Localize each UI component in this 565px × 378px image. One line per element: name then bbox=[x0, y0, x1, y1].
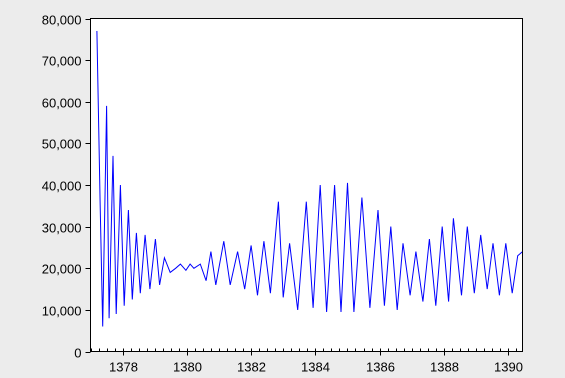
y-axis: 0 10,000 20,000 30,000 40,000 50,000 60,000 70,… bbox=[42, 13, 91, 361]
x-tick-label: 1390 bbox=[494, 360, 523, 375]
x-axis: 1378 1380 1382 1384 1386 1388 1390 bbox=[91, 348, 523, 375]
y-tick-label: 40,000 bbox=[42, 179, 82, 194]
x-tick-label: 1380 bbox=[173, 360, 202, 375]
y-tick-label: 50,000 bbox=[42, 137, 82, 152]
y-tick-label: 80,000 bbox=[42, 13, 82, 28]
x-tick-label: 1384 bbox=[301, 360, 330, 375]
y-tick-label: 20,000 bbox=[42, 262, 82, 277]
y-tick-label: 60,000 bbox=[42, 96, 82, 111]
data-series-line bbox=[96, 30, 523, 327]
y-tick-label: 0 bbox=[74, 346, 81, 361]
y-tick-label: 30,000 bbox=[42, 221, 82, 236]
x-tick-label: 1388 bbox=[430, 360, 459, 375]
plot-background bbox=[90, 18, 523, 352]
y-tick-label: 10,000 bbox=[42, 304, 82, 319]
x-tick-label: 1386 bbox=[366, 360, 395, 375]
x-tick-label: 1382 bbox=[237, 360, 266, 375]
y-tick-label: 70,000 bbox=[42, 54, 82, 69]
x-tick-label: 1378 bbox=[109, 360, 138, 375]
plot-frame bbox=[90, 18, 523, 352]
